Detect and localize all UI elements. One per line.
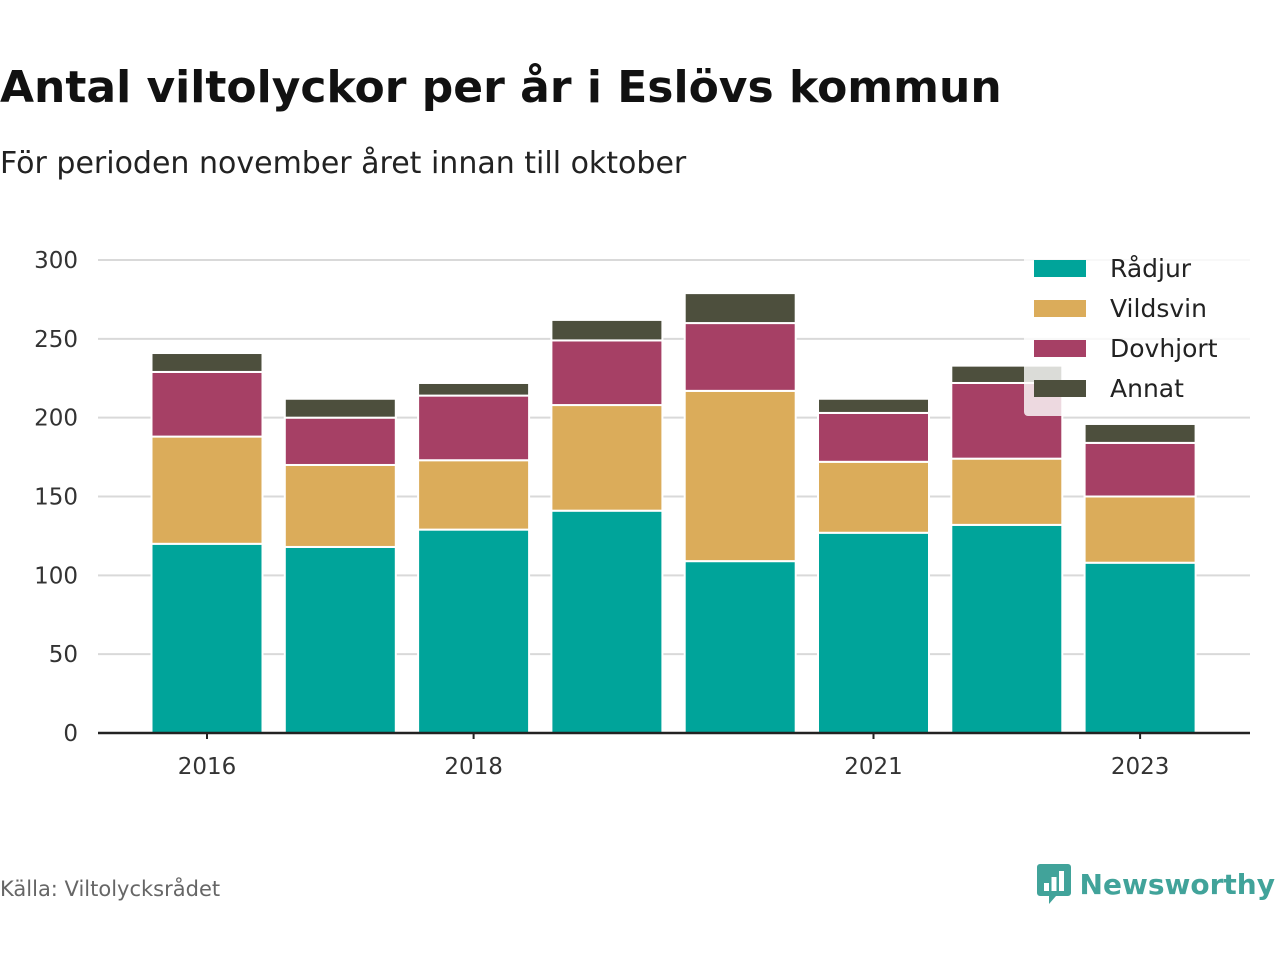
bar-2019-rådjur (550, 509, 664, 734)
bar-2019-dovhjort (550, 339, 664, 407)
bar-2020-rådjur (683, 560, 797, 734)
bar-2017-rådjur (283, 545, 397, 734)
y-tick-label-200: 200 (34, 406, 78, 432)
legend-label-annat: Annat (1110, 374, 1184, 403)
bar-2020-annat (683, 292, 797, 325)
bar-2018-dovhjort (417, 394, 531, 462)
bar-2022-rådjur (950, 523, 1064, 734)
y-tick-label-150: 150 (34, 485, 78, 511)
newsworthy-logo: Newsworthy (1036, 860, 1275, 908)
bar-2023-annat (1083, 422, 1197, 444)
chart-title: Antal viltolyckor per år i Eslövs kommun (0, 62, 1002, 113)
bar-2018-rådjur (417, 528, 531, 734)
legend-swatch-dovhjort (1034, 340, 1086, 357)
bar-2022-vildsvin (950, 457, 1064, 526)
bar-2022-dovhjort (950, 381, 1064, 460)
bar-2019-annat (550, 318, 664, 342)
bar-2021-annat (817, 397, 930, 414)
bar-2016-annat (150, 352, 264, 373)
bar-2021-vildsvin (817, 460, 930, 534)
bar-2017-vildsvin (283, 463, 397, 548)
bar-2021-rådjur (817, 531, 930, 734)
bar-2018-annat (417, 381, 531, 397)
y-tick-label-250: 250 (34, 327, 78, 353)
bar-2017-dovhjort (283, 416, 397, 466)
bar-2021-dovhjort (817, 411, 930, 463)
legend-swatch-vildsvin (1034, 300, 1086, 317)
bar-2020-vildsvin (683, 389, 797, 563)
legend-swatch-annat (1034, 380, 1086, 397)
bar-2016-vildsvin (150, 435, 264, 545)
bar-2016-dovhjort (150, 370, 264, 438)
bar-2023-vildsvin (1083, 495, 1197, 564)
source-note: Källa: Viltolycksrådet (0, 877, 221, 901)
bar-2019-vildsvin (550, 404, 664, 512)
y-tick-label-300: 300 (34, 248, 78, 274)
bar-2017-annat (283, 397, 397, 419)
legend-label-rådjur: Rådjur (1110, 254, 1192, 283)
bar-2018-vildsvin (417, 459, 531, 531)
bar-chart-speech-bubble-icon (1036, 864, 1071, 904)
chart-subtitle: För perioden november året innan till ok… (0, 146, 687, 181)
bar-2016-rådjur (150, 542, 264, 734)
brand-name: Newsworthy (1079, 867, 1275, 901)
x-tick-label-2023: 2023 (1111, 754, 1170, 780)
y-tick-label-100: 100 (34, 563, 78, 589)
x-tick-label-2021: 2021 (844, 754, 903, 780)
legend-swatch-rådjur (1034, 260, 1086, 277)
bar-2023-dovhjort (1083, 441, 1197, 498)
y-tick-label-50: 50 (49, 642, 78, 668)
bar-2023-rådjur (1083, 561, 1197, 734)
bar-2020-dovhjort (683, 322, 797, 392)
legend-background (1024, 251, 1250, 416)
y-tick-label-0: 0 (63, 721, 78, 747)
legend-label-vildsvin: Vildsvin (1110, 294, 1207, 323)
legend-label-dovhjort: Dovhjort (1110, 334, 1218, 363)
stacked-bar-chart: 0 50 100 150 200 250 300 2016 2018 2021 2023 Rådjur… (34, 248, 1250, 780)
x-tick-label-2018: 2018 (444, 754, 503, 780)
x-tick-label-2016: 2016 (178, 754, 237, 780)
